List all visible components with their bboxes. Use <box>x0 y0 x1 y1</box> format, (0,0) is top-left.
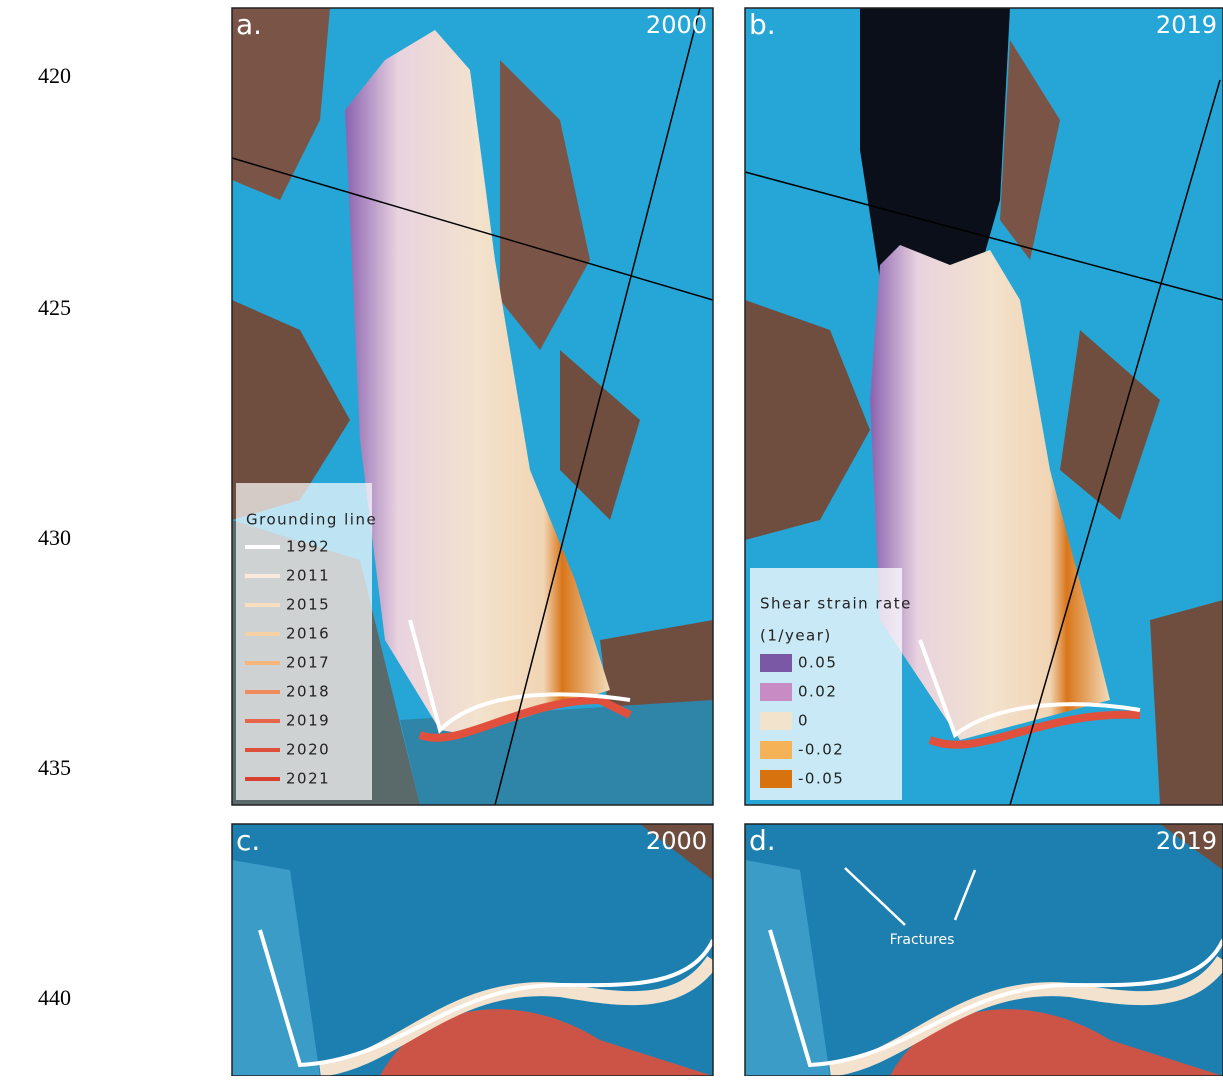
panel-year: 2000 <box>646 11 707 39</box>
annotation: Fractures <box>890 932 955 948</box>
legend-swatch <box>760 654 792 672</box>
legend-label: 2015 <box>286 596 330 614</box>
panel-d-image <box>745 824 1223 1076</box>
legend-unit: (1/year) <box>760 627 832 645</box>
panel-c-image <box>232 824 713 1076</box>
panel-label: d. <box>749 824 776 857</box>
line-number: 440 <box>38 985 71 1010</box>
figure: Fractures Grounding line Shear strain ra… <box>0 0 1223 1076</box>
panel-label: b. <box>749 8 776 41</box>
legend-title: Grounding line <box>246 511 377 529</box>
legend-label: 1992 <box>286 538 330 556</box>
legend-label: -0.05 <box>798 770 844 788</box>
legend-label: 2016 <box>286 625 330 643</box>
legend-label: 2021 <box>286 770 330 788</box>
legend-swatch <box>760 770 792 788</box>
line-number: 425 <box>38 295 71 320</box>
legend-label: 2020 <box>286 741 330 759</box>
legend-swatch <box>760 712 792 730</box>
panel-year: 2019 <box>1156 827 1217 855</box>
panel-year: 2000 <box>646 827 707 855</box>
panel-label: a. <box>236 8 262 41</box>
panel-year: 2019 <box>1156 11 1217 39</box>
panel-label: c. <box>236 824 260 857</box>
line-number: 435 <box>38 755 71 780</box>
legend-label: -0.02 <box>798 741 844 759</box>
legend-swatch <box>760 741 792 759</box>
legend-label: 0.02 <box>798 683 837 701</box>
legend-label: 2011 <box>286 567 330 585</box>
line-number: 420 <box>38 63 71 88</box>
legend-label: 2017 <box>286 654 330 672</box>
line-number: 430 <box>38 525 71 550</box>
legend-swatch <box>760 683 792 701</box>
legend-label: 2019 <box>286 712 330 730</box>
legend-label: 2018 <box>286 683 330 701</box>
legend-label: 0 <box>798 712 809 730</box>
legend-title: Shear strain rate <box>760 595 912 613</box>
legend-label: 0.05 <box>798 654 837 672</box>
